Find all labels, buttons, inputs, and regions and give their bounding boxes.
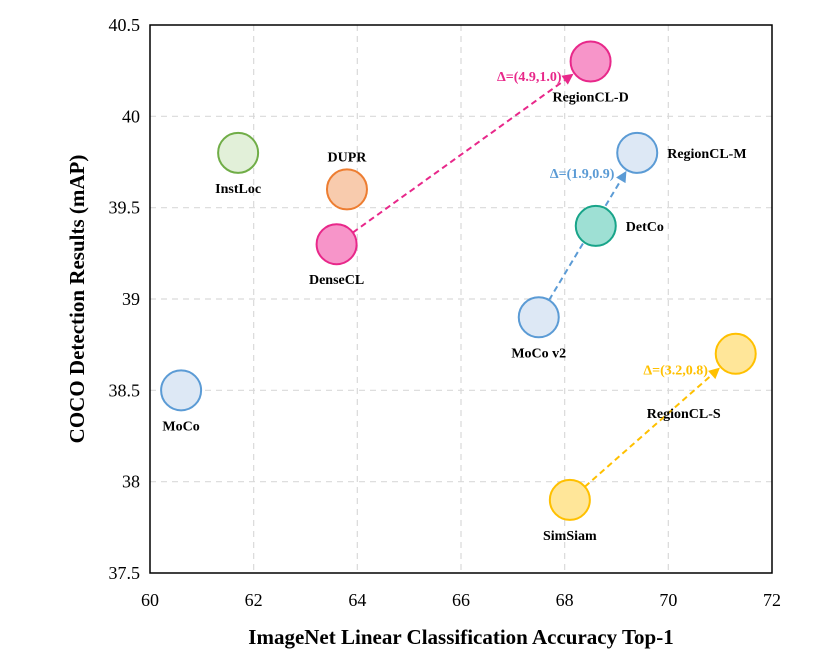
y-axis-ticks: 37.5 38 38.5 39 39.5 40 40.5 (109, 15, 141, 583)
arrow-head (561, 73, 574, 85)
x-tick-label: 62 (245, 590, 263, 610)
delta-label: Δ=(4.9,1.0) (497, 70, 562, 85)
y-tick-label: 39 (122, 289, 140, 309)
point-marker (548, 478, 591, 521)
arrow-line (584, 374, 713, 488)
arrow-line (352, 79, 566, 234)
arrow-head (708, 367, 720, 380)
plot-frame (149, 24, 773, 574)
point-marker (616, 131, 659, 174)
grid-lines (150, 25, 772, 573)
x-tick-label: 66 (452, 590, 470, 610)
x-tick-label: 70 (659, 590, 677, 610)
delta-label: Δ=(1.9,0.9) (550, 167, 615, 182)
point-label: InstLoc (215, 182, 261, 197)
point-marker (714, 332, 757, 375)
x-axis-ticks: 60 62 64 66 68 70 72 (141, 590, 781, 610)
y-tick-label: 37.5 (109, 563, 141, 583)
point-label: DenseCL (309, 273, 364, 288)
y-tick-label: 38 (122, 472, 140, 492)
point-marker (217, 131, 260, 174)
point-label: RegionCL-M (667, 147, 746, 162)
point-label: MoCo (162, 419, 199, 434)
delta-label: Δ=(3.2,0.8) (643, 364, 708, 379)
y-axis-title: COCO Detection Results (mAP) (65, 155, 89, 444)
x-tick-label: 68 (556, 590, 574, 610)
point-marker (569, 40, 612, 83)
x-tick-label: 64 (348, 590, 366, 610)
arrow-line (548, 179, 622, 301)
point-label: MoCo v2 (511, 346, 566, 361)
point-label: SimSiam (543, 529, 597, 544)
arrow-head (616, 170, 627, 184)
point-marker (574, 204, 617, 247)
point-label: RegionCL-S (647, 407, 721, 422)
point-label: RegionCL-D (552, 91, 628, 106)
x-tick-label: 60 (141, 590, 159, 610)
point-marker (160, 369, 203, 412)
point-label: DetCo (626, 220, 664, 235)
y-tick-label: 40.5 (109, 15, 141, 35)
point-marker (315, 223, 358, 266)
y-tick-label: 39.5 (109, 198, 141, 218)
y-tick-label: 40 (122, 106, 140, 126)
point-marker (517, 296, 560, 339)
x-tick-label: 72 (763, 590, 781, 610)
x-axis-title: ImageNet Linear Classification Accuracy … (248, 625, 673, 649)
arrow-layer: Δ=(4.9,1.0) Δ=(1.9,0.9) Δ=(3.2,0.8) (352, 70, 720, 488)
point-marker (325, 168, 368, 211)
point-label: DUPR (328, 150, 368, 165)
y-tick-label: 38.5 (109, 380, 141, 400)
point-layer: MoCo InstLoc DUPR DenseCL RegionCL-D MoCo v2 R… (160, 40, 757, 544)
